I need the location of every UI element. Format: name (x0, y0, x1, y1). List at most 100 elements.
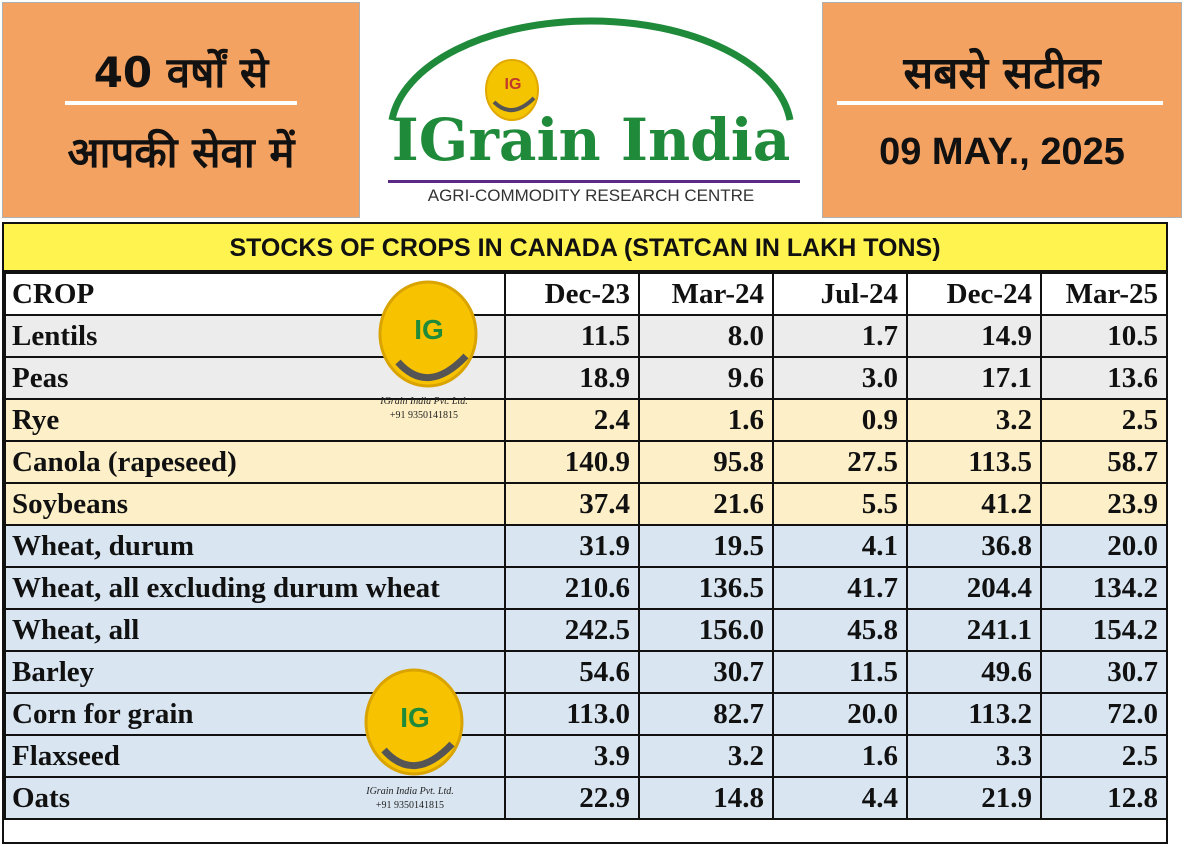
table-row: Lentils 11.5 8.0 1.7 14.9 10.5 (4, 314, 1168, 358)
cell-value: 3.2 (638, 734, 774, 778)
cell-crop: Peas (4, 356, 506, 400)
cell-value: 36.8 (906, 524, 1042, 568)
tagline-divider-right (837, 101, 1163, 105)
logo-arc-icon (388, 17, 794, 121)
cell-crop: Corn for grain (4, 692, 506, 736)
tagline-years: 40 वर्षों से (93, 48, 269, 97)
cell-crop: Lentils (4, 314, 506, 358)
header-dec-23: Dec-23 (504, 272, 640, 316)
logo-title: IGrain India (391, 106, 791, 174)
cell-value: 18.9 (504, 356, 640, 400)
cell-crop: Barley (4, 650, 506, 694)
cell-value: 13.6 (1040, 356, 1168, 400)
logo-underline (388, 180, 800, 183)
cell-value: 210.6 (504, 566, 640, 610)
cell-crop: Rye (4, 398, 506, 442)
cell-value: 82.7 (638, 692, 774, 736)
cell-value: 136.5 (638, 566, 774, 610)
cell-crop: Soybeans (4, 482, 506, 526)
table-row: Soybeans 37.4 21.6 5.5 41.2 23.9 (4, 482, 1168, 526)
cell-value: 27.5 (772, 440, 908, 484)
cell-value: 156.0 (638, 608, 774, 652)
cell-value: 113.0 (504, 692, 640, 736)
cell-value: 23.9 (1040, 482, 1168, 526)
cell-value: 2.5 (1040, 398, 1168, 442)
table-row: Oats 22.9 14.8 4.4 21.9 12.8 (4, 776, 1168, 820)
cell-value: 8.0 (638, 314, 774, 358)
cell-value: 58.7 (1040, 440, 1168, 484)
brand-logo: IG IGrain India AGRI-COMMODITY RESEARCH … (362, 2, 820, 218)
cell-value: 14.9 (906, 314, 1042, 358)
cell-value: 22.9 (504, 776, 640, 820)
cell-crop: Wheat, durum (4, 524, 506, 568)
cell-value: 154.2 (1040, 608, 1168, 652)
logo-subtitle: AGRI-COMMODITY RESEARCH CENTRE (427, 186, 755, 205)
table-row: Rye 2.4 1.6 0.9 3.2 2.5 (4, 398, 1168, 442)
cell-value: 41.2 (906, 482, 1042, 526)
cell-crop: Canola (rapeseed) (4, 440, 506, 484)
table-title: STOCKS OF CROPS IN CANADA (STATCAN IN LA… (4, 224, 1166, 272)
cell-value: 11.5 (772, 650, 908, 694)
cell-value: 11.5 (504, 314, 640, 358)
cell-value: 45.8 (772, 608, 908, 652)
cell-value: 72.0 (1040, 692, 1168, 736)
cell-value: 49.6 (906, 650, 1042, 694)
cell-value: 204.4 (906, 566, 1042, 610)
cell-value: 140.9 (504, 440, 640, 484)
cell-value: 242.5 (504, 608, 640, 652)
header-mar-24: Mar-24 (638, 272, 774, 316)
cell-value: 3.3 (906, 734, 1042, 778)
table-row: Wheat, durum 31.9 19.5 4.1 36.8 20.0 (4, 524, 1168, 568)
cell-crop: Flaxseed (4, 734, 506, 778)
cell-value: 134.2 (1040, 566, 1168, 610)
table-row: Wheat, all excluding durum wheat 210.6 1… (4, 566, 1168, 610)
header-jul-24: Jul-24 (772, 272, 908, 316)
tagline-divider (65, 101, 297, 105)
table-row: Wheat, all 242.5 156.0 45.8 241.1 154.2 (4, 608, 1168, 652)
cell-value: 241.1 (906, 608, 1042, 652)
cell-value: 37.4 (504, 482, 640, 526)
cell-value: 2.4 (504, 398, 640, 442)
cell-value: 17.1 (906, 356, 1042, 400)
cell-value: 21.6 (638, 482, 774, 526)
cell-value: 10.5 (1040, 314, 1168, 358)
cell-value: 9.6 (638, 356, 774, 400)
cell-value: 4.4 (772, 776, 908, 820)
cell-value: 19.5 (638, 524, 774, 568)
cell-crop: Wheat, all (4, 608, 506, 652)
table-header-row: CROP Dec-23 Mar-24 Jul-24 Dec-24 Mar-25 (4, 272, 1168, 316)
cell-value: 31.9 (504, 524, 640, 568)
cell-value: 21.9 (906, 776, 1042, 820)
cell-value: 3.0 (772, 356, 908, 400)
cell-value: 41.7 (772, 566, 908, 610)
tagline-box-left: 40 वर्षों से आपकी सेवा में (2, 2, 360, 218)
header-dec-24: Dec-24 (906, 272, 1042, 316)
cell-value: 20.0 (1040, 524, 1168, 568)
table-row: Corn for grain 113.0 82.7 20.0 113.2 72.… (4, 692, 1168, 736)
cell-value: 12.8 (1040, 776, 1168, 820)
table-row: Flaxseed 3.9 3.2 1.6 3.3 2.5 (4, 734, 1168, 778)
cell-value: 5.5 (772, 482, 908, 526)
table-row: Peas 18.9 9.6 3.0 17.1 13.6 (4, 356, 1168, 400)
cell-value: 30.7 (1040, 650, 1168, 694)
header-banner: 40 वर्षों से आपकी सेवा में IG IGrain Ind… (0, 0, 1184, 222)
cell-value: 4.1 (772, 524, 908, 568)
cell-value: 30.7 (638, 650, 774, 694)
report-date: 09 MAY., 2025 (879, 131, 1125, 173)
cell-value: 1.6 (638, 398, 774, 442)
cell-value: 14.8 (638, 776, 774, 820)
cell-crop: Oats (4, 776, 506, 820)
stocks-table-panel: STOCKS OF CROPS IN CANADA (STATCAN IN LA… (2, 222, 1168, 844)
cell-value: 3.2 (906, 398, 1042, 442)
cell-value: 1.7 (772, 314, 908, 358)
tagline-box-right: सबसे सटीक 09 MAY., 2025 (822, 2, 1182, 218)
cell-crop: Wheat, all excluding durum wheat (4, 566, 506, 610)
cell-value: 0.9 (772, 398, 908, 442)
table-row: Barley 54.6 30.7 11.5 49.6 30.7 (4, 650, 1168, 694)
cell-value: 3.9 (504, 734, 640, 778)
tagline-service: आपकी सेवा में (67, 128, 295, 177)
cell-value: 1.6 (772, 734, 908, 778)
table-row: Canola (rapeseed) 140.9 95.8 27.5 113.5 … (4, 440, 1168, 484)
cell-value: 54.6 (504, 650, 640, 694)
cell-value: 113.5 (906, 440, 1042, 484)
